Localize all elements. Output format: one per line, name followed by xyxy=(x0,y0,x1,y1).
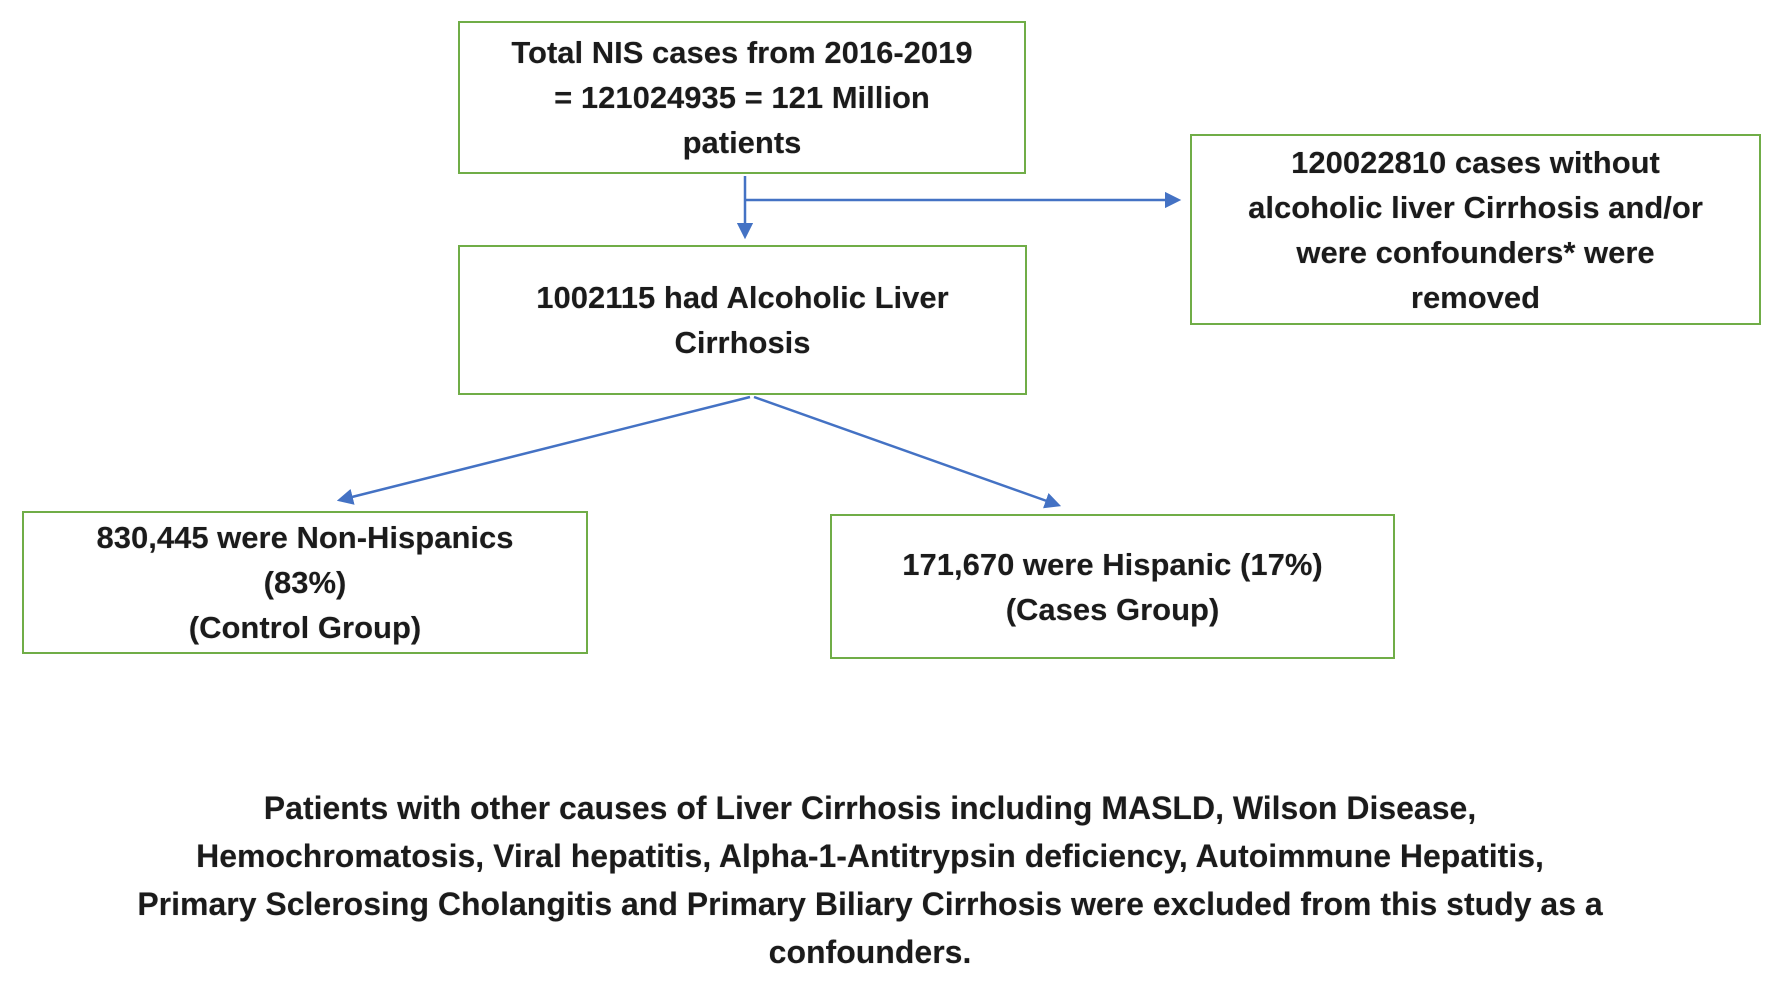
arrow-alcoholic-to-cases xyxy=(753,395,1062,509)
footnote-line: confounders. xyxy=(768,934,972,970)
box-line: 830,445 were Non-Hispanics xyxy=(96,520,514,555)
arrow-alcoholic-to-control xyxy=(336,395,751,505)
box-line: alcoholic liver Cirrhosis and/or xyxy=(1248,189,1703,225)
box-total-nis-cases-text: Total NIS cases from 2016-2019 = 1210249… xyxy=(511,30,972,165)
box-total-nis-cases: Total NIS cases from 2016-2019 = 1210249… xyxy=(458,21,1026,174)
footnote-line: Hemochromatosis, Viral hepatitis, Alpha-… xyxy=(196,838,1544,874)
box-line: 120022810 cases without xyxy=(1291,144,1660,180)
box-line: (83%) xyxy=(263,565,347,600)
box-line: patients xyxy=(682,125,802,160)
box-line: (Cases Group) xyxy=(1005,591,1220,627)
footnote-line: Patients with other causes of Liver Cirr… xyxy=(263,790,1477,826)
box-line: 171,670 were Hispanic (17%) xyxy=(902,546,1323,582)
box-removed-cases-text: 120022810 cases without alcoholic liver … xyxy=(1248,140,1703,320)
box-alcoholic-cirrhosis: 1002115 had Alcoholic Liver Cirrhosis xyxy=(458,245,1027,395)
box-cases-group-text: 171,670 were Hispanic (17%) (Cases Group… xyxy=(902,542,1322,632)
footnote-line: Primary Sclerosing Cholangitis and Prima… xyxy=(137,886,1603,922)
box-cases-group: 171,670 were Hispanic (17%) (Cases Group… xyxy=(830,514,1395,659)
box-alcoholic-cirrhosis-text: 1002115 had Alcoholic Liver Cirrhosis xyxy=(536,275,948,365)
box-line: were confounders* were xyxy=(1296,234,1655,270)
box-line: removed xyxy=(1410,279,1541,315)
box-control-group-text: 830,445 were Non-Hispanics (83%) (Contro… xyxy=(97,515,514,650)
box-line: Cirrhosis xyxy=(674,325,811,360)
box-line: 1002115 had Alcoholic Liver xyxy=(536,280,949,315)
box-line: = 121024935 = 121 Million xyxy=(554,80,930,115)
box-removed-cases: 120022810 cases without alcoholic liver … xyxy=(1190,134,1761,325)
exclusion-footnote: Patients with other causes of Liver Cirr… xyxy=(30,784,1710,976)
box-line: (Control Group) xyxy=(188,610,422,645)
box-line: Total NIS cases from 2016-2019 xyxy=(511,35,973,70)
box-control-group: 830,445 were Non-Hispanics (83%) (Contro… xyxy=(22,511,588,654)
